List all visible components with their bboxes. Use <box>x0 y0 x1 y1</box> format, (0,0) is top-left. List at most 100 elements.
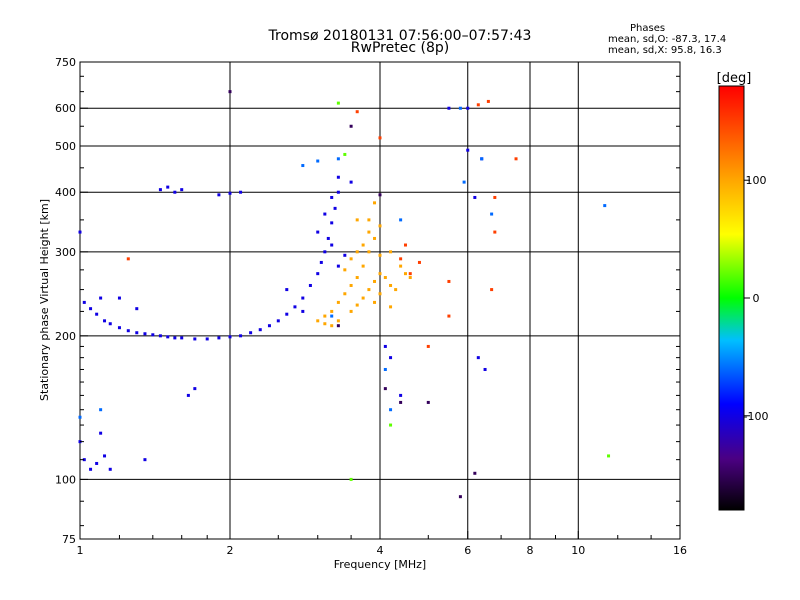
data-point <box>301 164 305 168</box>
data-point <box>193 337 197 341</box>
data-point <box>82 300 86 304</box>
data-point <box>355 276 359 280</box>
data-point <box>285 312 289 316</box>
data-point <box>126 329 130 333</box>
data-point <box>99 296 103 300</box>
data-point <box>258 328 262 332</box>
data-point <box>103 454 107 458</box>
data-point <box>228 335 232 339</box>
y-tick-label: 75 <box>62 533 76 546</box>
data-point <box>349 180 353 184</box>
data-point <box>486 99 490 103</box>
colorbar-tick-label: 0 <box>753 292 760 305</box>
data-point <box>426 400 430 404</box>
data-point <box>343 152 347 156</box>
data-point <box>330 243 334 247</box>
data-point <box>158 188 162 192</box>
data-point <box>607 454 611 458</box>
data-point <box>316 230 320 234</box>
data-point <box>239 334 243 338</box>
data-point <box>389 283 393 287</box>
data-point <box>367 288 371 292</box>
data-point <box>228 90 232 94</box>
data-point <box>349 283 353 287</box>
data-point <box>355 218 359 222</box>
data-point <box>426 344 430 348</box>
data-point <box>333 206 337 210</box>
data-point <box>336 324 340 328</box>
data-point <box>166 335 170 339</box>
data-point <box>399 264 403 268</box>
data-point <box>383 344 387 348</box>
data-point <box>151 333 155 337</box>
x-tick-label: 6 <box>464 544 471 557</box>
data-point <box>403 272 407 276</box>
data-point <box>417 260 421 264</box>
x-tick-label: 8 <box>527 544 534 557</box>
x-axis-label: Frequency [MHz] <box>334 558 426 571</box>
data-point <box>89 467 93 471</box>
data-point <box>180 188 184 192</box>
data-point <box>514 157 518 161</box>
data-point <box>466 106 470 110</box>
x-tick-label: 4 <box>377 544 384 557</box>
data-point <box>330 324 334 328</box>
data-point <box>323 322 327 326</box>
data-point <box>399 257 403 261</box>
y-tick-label: 400 <box>55 186 76 199</box>
data-point <box>143 458 147 462</box>
data-point <box>493 230 497 234</box>
data-point <box>399 400 403 404</box>
data-point <box>361 243 365 247</box>
data-point <box>355 110 359 114</box>
data-point <box>330 195 334 199</box>
data-point <box>373 236 377 240</box>
data-point <box>135 331 139 335</box>
data-point <box>389 250 393 254</box>
data-point <box>82 458 86 462</box>
x-tick-label: 16 <box>673 544 687 557</box>
data-point <box>399 218 403 222</box>
data-point <box>158 334 162 338</box>
data-point <box>447 314 451 318</box>
data-point <box>316 159 320 163</box>
data-point <box>399 393 403 397</box>
data-point <box>493 195 497 199</box>
data-point <box>336 101 340 105</box>
data-point <box>108 322 112 326</box>
data-point <box>389 356 393 360</box>
y-axis-ticks: 75 100 200 300 400 500 600 750 <box>55 56 680 546</box>
data-point <box>389 408 393 412</box>
data-point <box>403 243 407 247</box>
data-point <box>173 190 177 194</box>
data-point <box>480 157 484 161</box>
phases-x-stats: mean, sd,X: 95.8, 16.3 <box>608 45 722 56</box>
data-point <box>193 387 197 391</box>
data-point <box>343 292 347 296</box>
data-point <box>394 288 398 292</box>
data-point <box>383 387 387 391</box>
y-tick-label: 300 <box>55 246 76 259</box>
data-point <box>276 319 280 323</box>
data-point <box>336 190 340 194</box>
data-point <box>323 212 327 216</box>
data-point <box>205 337 209 341</box>
data-point <box>343 268 347 272</box>
data-point <box>378 253 382 257</box>
data-point <box>239 190 243 194</box>
data-point <box>330 221 334 225</box>
data-point <box>462 180 466 184</box>
data-point <box>389 423 393 427</box>
data-point <box>117 296 121 300</box>
data-point <box>349 257 353 261</box>
data-point <box>476 103 480 107</box>
data-point <box>308 283 312 287</box>
data-point <box>349 477 353 481</box>
data-point <box>336 157 340 161</box>
data-point <box>367 230 371 234</box>
data-point <box>301 309 305 313</box>
data-point <box>476 356 480 360</box>
colorbar-tick-label: 100 <box>746 174 767 187</box>
data-point <box>135 307 139 311</box>
